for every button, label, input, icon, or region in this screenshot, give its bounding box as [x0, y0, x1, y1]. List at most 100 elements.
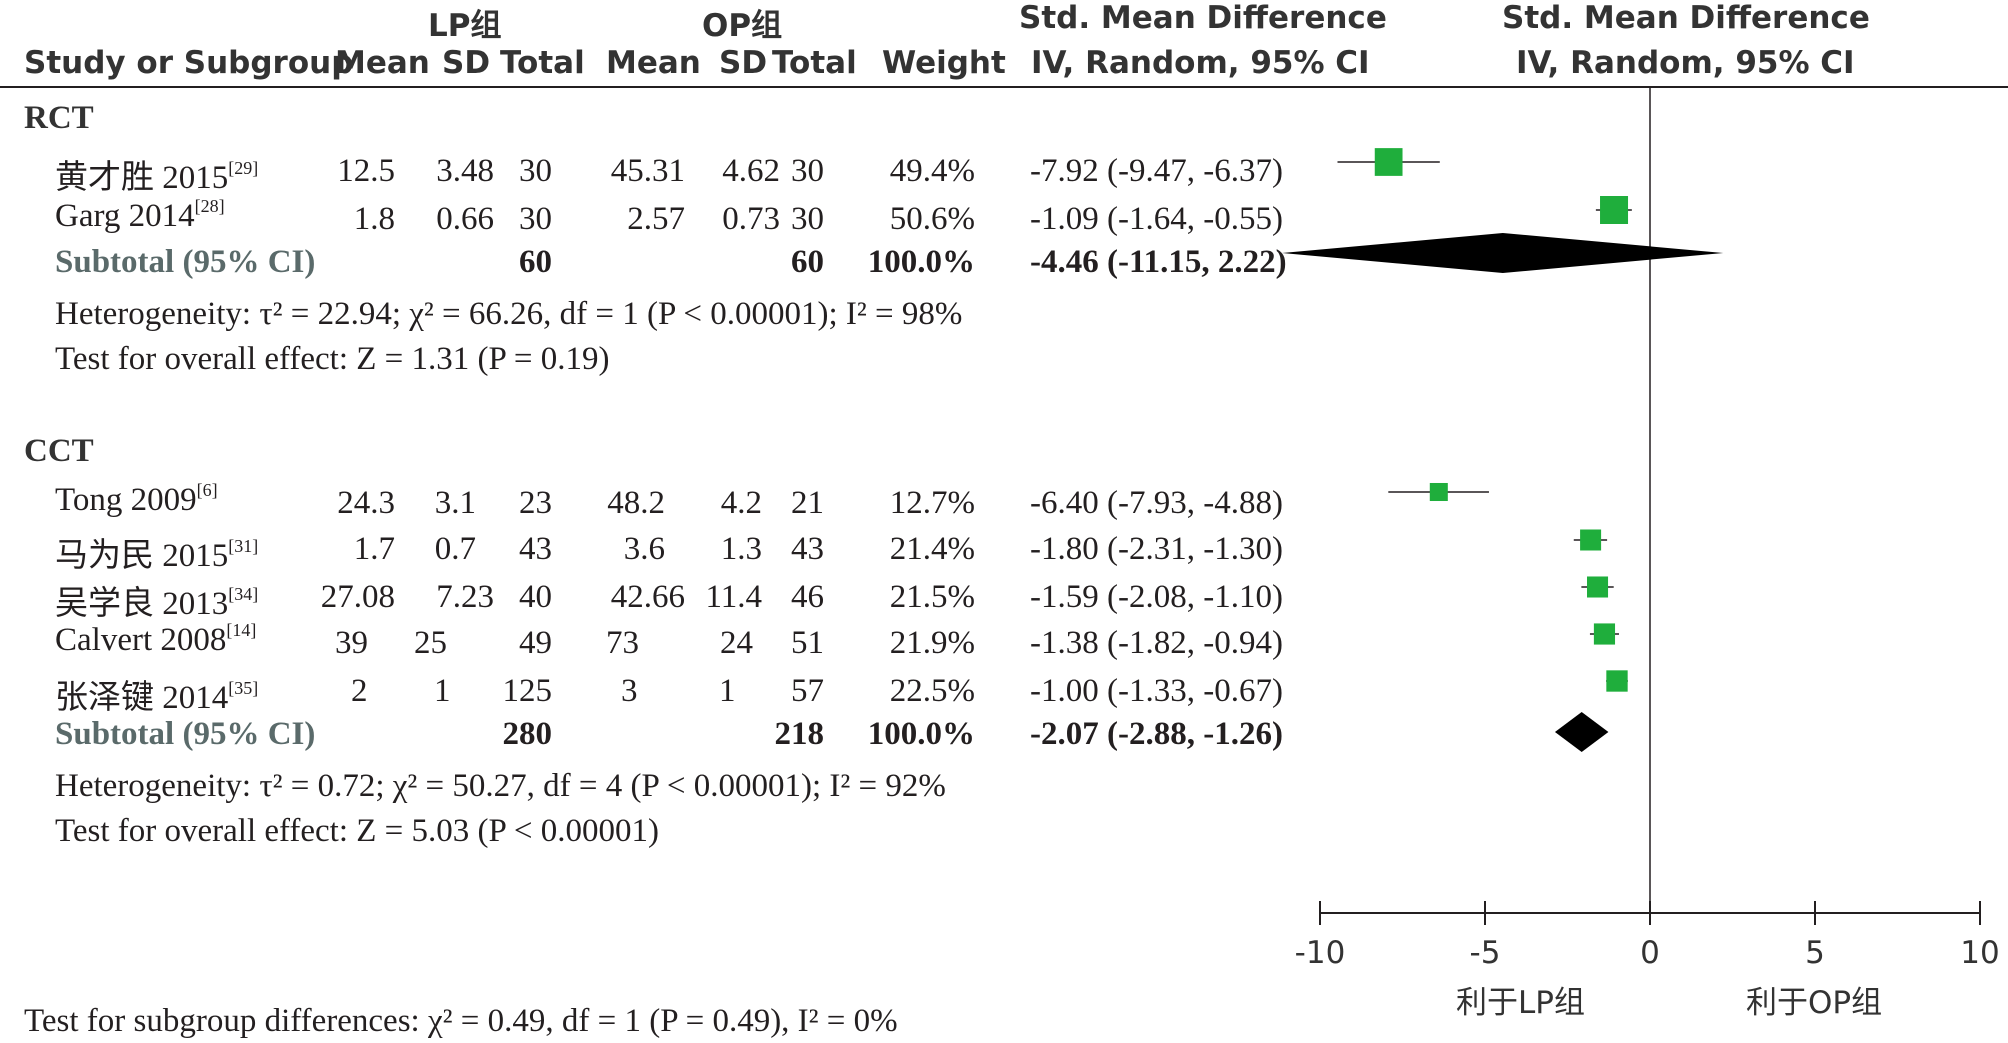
study-column-header: Study or Subgroup	[24, 45, 354, 81]
op-sd-cell: 0.73	[722, 201, 780, 237]
study-name: 马为民 2015[31]	[55, 536, 259, 574]
subtotal-weight-cell: 100.0%	[867, 716, 975, 752]
subgroup-differences-text: Test for subgroup differences: χ² = 0.49…	[24, 1003, 898, 1039]
effect-ci-cell: -6.40 (-7.93, -4.88)	[1030, 485, 1283, 521]
op-total-cell: 51	[791, 625, 824, 661]
lp-subtotal-cell: 60	[519, 244, 552, 280]
effect-ci-cell: -7.92 (-9.47, -6.37)	[1030, 153, 1283, 189]
weight-cell: 21.9%	[889, 625, 975, 661]
lp-sd-cell: 3.48	[436, 153, 494, 189]
lp-total-cell: 125	[502, 673, 553, 709]
subtotal-ci-cell: -2.07 (-2.88, -1.26)	[1030, 716, 1283, 752]
lp-sd-header: SD	[442, 45, 491, 81]
study-name: Tong 2009[6]	[55, 480, 218, 518]
op-subtotal-cell: 60	[791, 244, 824, 280]
lp-subtotal-cell: 280	[502, 716, 553, 752]
subtotal-label: Subtotal (95% CI)	[55, 244, 316, 280]
op-mean-cell: 73	[606, 625, 639, 661]
effect-title-header: Std. Mean Difference	[1019, 0, 1387, 36]
x-tick-label: 5	[1805, 935, 1825, 971]
op-mean-cell: 2.57	[627, 201, 685, 237]
op-total-cell: 21	[791, 485, 824, 521]
effect-method-header: IV, Random, 95% CI	[1031, 45, 1370, 81]
study-name: 黄才胜 2015[29]	[55, 158, 259, 196]
study-estimate-square	[1593, 623, 1616, 645]
lp-total-cell: 30	[519, 153, 552, 189]
study-estimate-square	[1606, 670, 1628, 692]
reference-superscript: [29]	[228, 158, 259, 178]
op-mean-cell: 3	[621, 673, 638, 709]
study-name: 张泽键 2014[35]	[55, 678, 259, 716]
lp-sd-cell: 25	[414, 625, 447, 661]
reference-superscript: [31]	[228, 536, 259, 556]
weight-cell: 50.6%	[889, 201, 975, 237]
op-total-cell: 30	[791, 201, 824, 237]
x-tick-label: 10	[1960, 935, 2000, 971]
study-name: Calvert 2008[14]	[55, 620, 257, 658]
study-estimate-square	[1587, 576, 1609, 598]
weight-cell: 49.4%	[889, 153, 975, 189]
x-axis	[1319, 87, 1981, 925]
op-mean-header: Mean	[606, 45, 701, 81]
lp-total-header: Total	[500, 45, 585, 81]
op-mean-cell: 45.31	[610, 153, 685, 189]
lp-sd-cell: 3.1	[434, 485, 476, 521]
lp-mean-cell: 12.5	[337, 153, 395, 189]
reference-superscript: [6]	[196, 480, 218, 500]
weight-cell: 12.7%	[889, 485, 975, 521]
lp-mean-cell: 2	[351, 673, 368, 709]
study-estimate-square	[1580, 529, 1602, 551]
effect-ci-cell: -1.38 (-1.82, -0.94)	[1030, 625, 1283, 661]
reference-superscript: [14]	[226, 620, 257, 640]
lp-total-cell: 23	[519, 485, 552, 521]
x-tick-label: 0	[1640, 935, 1660, 971]
lp-mean-cell: 27.08	[320, 579, 395, 615]
lp-sd-cell: 7.23	[436, 579, 494, 615]
effect-ci-cell: -1.80 (-2.31, -1.30)	[1030, 531, 1283, 567]
op-sd-cell: 4.2	[720, 485, 762, 521]
subgroup-label-rct: RCT	[24, 100, 94, 136]
subtotal-label: Subtotal (95% CI)	[55, 716, 316, 752]
op-sd-cell: 1	[719, 673, 736, 709]
reference-superscript: [28]	[194, 196, 225, 216]
op-sd-cell: 11.4	[705, 579, 762, 615]
reference-superscript: [34]	[228, 584, 259, 604]
lp-total-cell: 43	[519, 531, 552, 567]
op-mean-cell: 48.2	[607, 485, 665, 521]
x-tick-label: -5	[1469, 935, 1501, 971]
plot-title-header: Std. Mean Difference	[1502, 0, 1870, 36]
subtotal-ci-cell: -4.46 (-11.15, 2.22)	[1030, 244, 1287, 280]
weight-cell: 22.5%	[889, 673, 975, 709]
lp-total-cell: 49	[519, 625, 552, 661]
lp-mean-cell: 24.3	[337, 485, 395, 521]
plot-method-header: IV, Random, 95% CI	[1516, 45, 1855, 81]
op-total-cell: 46	[791, 579, 824, 615]
lp-group-header: LP组	[428, 8, 502, 44]
op-total-cell: 43	[791, 531, 824, 567]
study-estimate-square	[1429, 482, 1448, 502]
overall-effect-text: Test for overall effect: Z = 1.31 (P = 0…	[55, 341, 610, 377]
study-estimate-square	[1374, 148, 1403, 176]
subgroup-label-cct: CCT	[24, 433, 94, 469]
study-estimate-square	[1600, 196, 1629, 224]
subtotal-weight-cell: 100.0%	[867, 244, 975, 280]
pooled-estimate-diamond	[1554, 712, 1609, 752]
effect-ci-cell: -1.09 (-1.64, -0.55)	[1030, 201, 1283, 237]
favours-left-label: 利于LP组	[1456, 985, 1585, 1021]
op-subtotal-cell: 218	[774, 716, 825, 752]
lp-mean-cell: 1.8	[353, 201, 395, 237]
study-name: 吴学良 2013[34]	[55, 584, 259, 622]
op-group-header: OP组	[702, 8, 783, 44]
lp-total-cell: 30	[519, 201, 552, 237]
effect-ci-cell: -1.59 (-2.08, -1.10)	[1030, 579, 1283, 615]
weight-cell: 21.4%	[889, 531, 975, 567]
lp-total-cell: 40	[519, 579, 552, 615]
pooled-estimate-diamond	[1282, 233, 1724, 273]
overall-effect-text: Test for overall effect: Z = 5.03 (P < 0…	[55, 813, 660, 849]
effect-ci-cell: -1.00 (-1.33, -0.67)	[1030, 673, 1283, 709]
lp-sd-cell: 0.66	[436, 201, 494, 237]
reference-superscript: [35]	[228, 678, 259, 698]
op-total-cell: 30	[791, 153, 824, 189]
